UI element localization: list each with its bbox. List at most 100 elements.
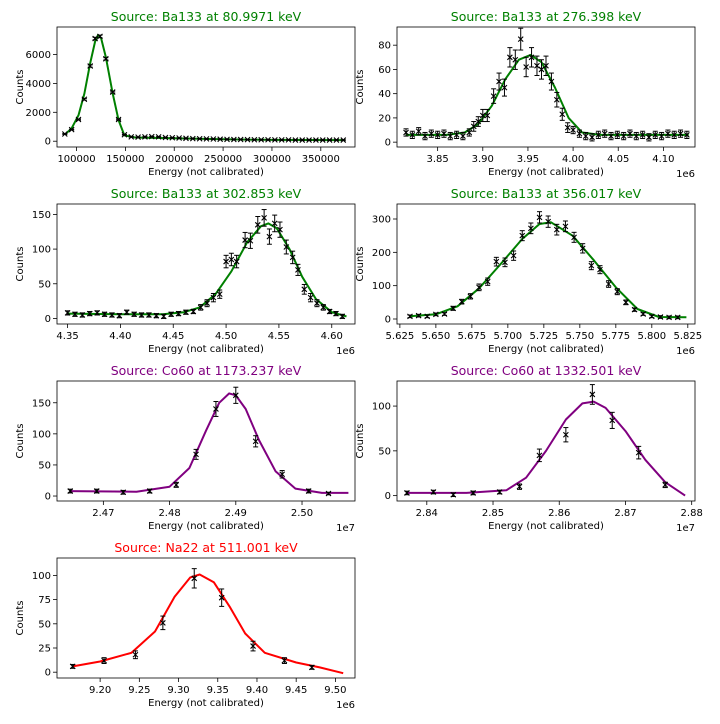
- y-tick-label: 2000: [26, 108, 51, 119]
- x-tick-label: 4.45: [162, 331, 184, 342]
- chart-panel-7: Source: Na22 at 511.001 keV 9.20 9.25 9.30 9…: [15, 540, 356, 711]
- y-tick-label: 25: [38, 644, 51, 655]
- x-tick-label: 3.85: [427, 154, 449, 165]
- data-point: [81, 96, 88, 103]
- plot-area: [404, 384, 686, 498]
- x-axis-offset-label: 1e7: [676, 523, 695, 534]
- data-point: [120, 489, 127, 496]
- data-point: [160, 313, 167, 320]
- data-point: [559, 107, 566, 121]
- data-point: [458, 298, 465, 305]
- plot-frame: [396, 380, 696, 502]
- data-point: [292, 137, 299, 143]
- data-point: [623, 299, 629, 306]
- data-point: [87, 63, 94, 69]
- data-point: [142, 133, 148, 140]
- data-point: [314, 299, 320, 308]
- data-point: [283, 239, 290, 255]
- data-point: [333, 310, 339, 317]
- data-point: [183, 135, 189, 142]
- data-point: [94, 310, 101, 316]
- data-point: [307, 292, 314, 303]
- data-point: [69, 663, 76, 670]
- data-point: [648, 313, 655, 320]
- x-axis-offset-label: 1e6: [336, 700, 355, 711]
- y-tick-label: 300: [372, 215, 391, 226]
- x-tick-label: 9.20: [89, 685, 111, 696]
- data-point: [285, 137, 292, 143]
- data-point: [671, 130, 678, 140]
- data-point: [339, 313, 346, 320]
- chart-panel-2: Source: Ba133 at 276.398 keV 3.85 3.90 3.95…: [355, 9, 696, 180]
- data-point: [536, 448, 543, 463]
- data-point: [252, 435, 259, 448]
- data-point: [162, 134, 169, 141]
- data-point: [176, 135, 183, 141]
- fit-curve: [67, 222, 347, 318]
- data-point: [484, 277, 491, 286]
- data-point: [289, 250, 296, 265]
- chart-title: Source: Ba133 at 276.398 keV: [451, 9, 642, 24]
- x-tick-label: 5.825: [673, 331, 702, 342]
- data-point: [512, 49, 519, 70]
- data-point: [68, 126, 75, 133]
- data-point: [232, 386, 239, 404]
- data-point: [168, 311, 175, 318]
- data-point: [277, 221, 283, 238]
- data-point: [639, 130, 646, 140]
- data-point: [191, 568, 198, 589]
- x-axis-label: Energy (not calibrated): [488, 521, 604, 532]
- data-point: [325, 490, 332, 497]
- data-point: [517, 27, 524, 51]
- x-tick-label: 2.84: [416, 508, 438, 519]
- data-point: [169, 134, 176, 141]
- fit-curve: [64, 34, 346, 142]
- data-point: [516, 483, 523, 490]
- x-tick-label: 2.86: [548, 508, 570, 519]
- data-point: [662, 481, 669, 489]
- data-point: [204, 299, 210, 308]
- data-point: [466, 128, 473, 137]
- data-point: [501, 78, 508, 97]
- x-tick-label: 2.47: [92, 508, 114, 519]
- y-tick-label: 0: [385, 315, 391, 326]
- data-point: [242, 231, 248, 249]
- x-tick-label: 2.88: [681, 508, 703, 519]
- data-point: [101, 311, 108, 318]
- data-point: [490, 88, 497, 104]
- chart-title: Source: Co60 at 1332.501 keV: [451, 363, 642, 378]
- data-point: [216, 289, 223, 299]
- data-point: [646, 133, 652, 142]
- data-point: [434, 130, 441, 140]
- data-point: [306, 137, 312, 143]
- data-point: [404, 490, 410, 496]
- plot-frame: [56, 557, 356, 679]
- data-point: [61, 131, 68, 137]
- data-point: [496, 489, 503, 495]
- y-tick-label: 200: [372, 248, 391, 259]
- data-point: [415, 127, 422, 136]
- data-point: [190, 308, 197, 315]
- data-point: [576, 129, 583, 138]
- data-point: [224, 136, 230, 143]
- data-point: [562, 220, 569, 233]
- x-tick-label: 4.50: [215, 331, 237, 342]
- y-tick-label: 4000: [26, 79, 51, 90]
- data-point: [271, 137, 278, 143]
- data-point: [197, 304, 204, 311]
- data-point: [588, 261, 595, 271]
- y-tick-label: 150: [32, 210, 51, 221]
- x-tick-label: 3.95: [517, 154, 539, 165]
- data-point: [496, 72, 502, 91]
- y-axis-label: Counts: [355, 247, 366, 282]
- data-point: [193, 448, 199, 460]
- data-point: [484, 108, 491, 123]
- y-tick-label: 0: [45, 314, 51, 325]
- chart-panel-3: Source: Ba133 at 302.853 keV 4.35 4.40 4.45…: [15, 186, 356, 357]
- x-tick-label: 2.85: [482, 508, 504, 519]
- x-axis-label: Energy (not calibrated): [148, 521, 264, 532]
- x-tick-label: 100000: [57, 154, 95, 165]
- data-point: [233, 254, 240, 269]
- x-tick-label: 4.35: [56, 331, 78, 342]
